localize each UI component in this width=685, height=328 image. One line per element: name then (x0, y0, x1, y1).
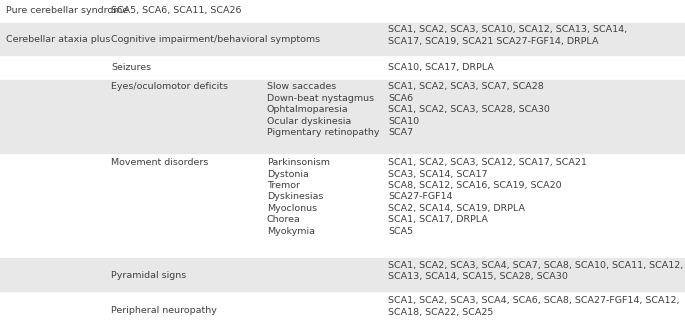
Text: Eyes/oculomotor deficits: Eyes/oculomotor deficits (111, 82, 228, 91)
Text: Cerebellar ataxia plus: Cerebellar ataxia plus (6, 35, 111, 44)
Text: Slow saccades
Down-beat nystagmus
Ophtalmoparesia
Ocular dyskinesia
Pigmentary r: Slow saccades Down-beat nystagmus Ophtal… (266, 82, 379, 137)
Text: SCA5, SCA6, SCA11, SCA26: SCA5, SCA6, SCA11, SCA26 (111, 6, 242, 15)
Bar (0, 154, 685, 257)
Text: SCA1, SCA2, SCA3, SCA4, SCA6, SCA8, SCA27-FGF14, SCA12,
SCA18, SCA22, SCA25: SCA1, SCA2, SCA3, SCA4, SCA6, SCA8, SCA2… (388, 296, 680, 317)
Text: Peripheral neuropathy: Peripheral neuropathy (111, 306, 217, 315)
Text: SCA1, SCA2, SCA3, SCA4, SCA7, SCA8, SCA10, SCA11, SCA12,
SCA13, SCA14, SCA15, SC: SCA1, SCA2, SCA3, SCA4, SCA7, SCA8, SCA1… (388, 261, 683, 281)
Text: SCA1, SCA2, SCA3, SCA12, SCA17, SCA21
SCA3, SCA14, SCA17
SCA8, SCA12, SCA16, SCA: SCA1, SCA2, SCA3, SCA12, SCA17, SCA21 SC… (388, 158, 587, 236)
Text: Seizures: Seizures (111, 63, 151, 72)
Bar (0, 293, 685, 328)
Bar (0, 79, 685, 154)
Text: Movement disorders: Movement disorders (111, 158, 209, 167)
Text: Pyramidal signs: Pyramidal signs (111, 271, 186, 279)
Bar (0, 57, 685, 79)
Text: SCA1, SCA2, SCA3, SCA7, SCA28
SCA6
SCA1, SCA2, SCA3, SCA28, SCA30
SCA10
SCA7: SCA1, SCA2, SCA3, SCA7, SCA28 SCA6 SCA1,… (388, 82, 550, 137)
Bar (0, 257, 685, 293)
Text: Cognitive impairment/behavioral symptoms: Cognitive impairment/behavioral symptoms (111, 35, 321, 44)
Text: SCA1, SCA2, SCA3, SCA10, SCA12, SCA13, SCA14,
SCA17, SCA19, SCA21 SCA27-FGF14, D: SCA1, SCA2, SCA3, SCA10, SCA12, SCA13, S… (388, 25, 627, 46)
Text: SCA10, SCA17, DRPLA: SCA10, SCA17, DRPLA (388, 63, 494, 72)
Text: Parkinsonism
Dystonia
Tremor
Dyskinesias
Myoclonus
Chorea
Myokymia: Parkinsonism Dystonia Tremor Dyskinesias… (266, 158, 329, 236)
Text: Pure cerebellar syndrome: Pure cerebellar syndrome (6, 6, 129, 15)
Bar (0, 22, 685, 57)
Bar (0, 0, 685, 22)
